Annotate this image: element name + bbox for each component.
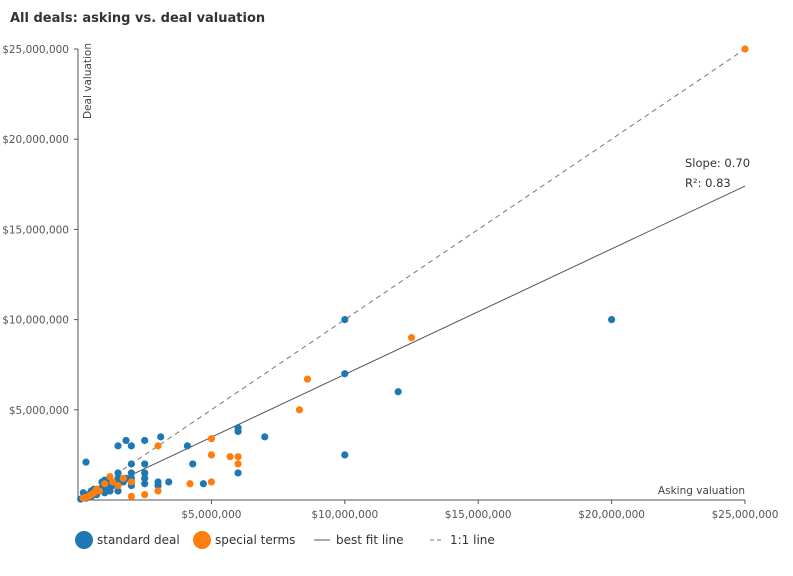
point-standard-deal bbox=[114, 442, 122, 450]
point-special-terms bbox=[303, 375, 312, 383]
point-special-terms bbox=[234, 453, 242, 461]
y-tick-label: $25,000,000 bbox=[2, 44, 69, 56]
point-standard-deal bbox=[127, 442, 135, 450]
x-tick-label: $10,000,000 bbox=[311, 509, 378, 521]
point-special-terms bbox=[207, 451, 215, 459]
point-standard-deal bbox=[141, 480, 149, 488]
point-standard-deal bbox=[122, 436, 130, 445]
legend: standard deal special terms best fit lin… bbox=[75, 531, 495, 549]
point-standard-deal bbox=[154, 481, 162, 490]
point-special-terms bbox=[127, 492, 135, 500]
chart-title: All deals: asking vs. deal valuation bbox=[10, 11, 266, 26]
point-standard-deal bbox=[114, 487, 122, 495]
y-tick-label: $20,000,000 bbox=[2, 134, 69, 146]
point-standard-deal bbox=[394, 388, 402, 396]
y-tick-label: $10,000,000 bbox=[2, 315, 69, 327]
identity-line bbox=[77, 48, 746, 501]
r2-annotation: R²: 0.83 bbox=[685, 176, 731, 190]
point-special-terms bbox=[207, 478, 215, 486]
point-special-terms bbox=[154, 487, 162, 495]
point-standard-deal bbox=[189, 460, 197, 468]
point-standard-deal bbox=[183, 442, 191, 450]
data-points bbox=[77, 45, 749, 503]
point-standard-deal bbox=[234, 469, 242, 477]
best-fit-line bbox=[77, 185, 746, 501]
x-tick-label: $15,000,000 bbox=[445, 509, 512, 521]
slope-annotation: Slope: 0.70 bbox=[685, 156, 750, 170]
point-standard-deal bbox=[165, 478, 173, 486]
legend-label-standard-deal: standard deal bbox=[97, 533, 180, 547]
point-special-terms bbox=[106, 472, 114, 481]
point-standard-deal bbox=[261, 433, 269, 441]
point-special-terms bbox=[79, 494, 87, 502]
point-special-terms bbox=[154, 442, 162, 450]
reference-lines bbox=[77, 48, 746, 501]
point-standard-deal bbox=[127, 460, 135, 468]
legend-marker-standard-deal bbox=[75, 531, 93, 549]
y-tick-label: $15,000,000 bbox=[2, 224, 69, 236]
point-standard-deal bbox=[141, 436, 149, 445]
point-special-terms bbox=[101, 480, 109, 488]
y-tick-label: $5,000,000 bbox=[9, 405, 69, 417]
point-special-terms bbox=[141, 490, 149, 499]
axes bbox=[77, 49, 745, 501]
legend-label-special-terms: special terms bbox=[215, 533, 295, 547]
point-standard-deal bbox=[157, 433, 165, 441]
legend-label-best-fit-line: best fit line bbox=[336, 533, 404, 547]
point-special-terms bbox=[207, 435, 215, 443]
legend-label-identity-line: 1:1 line bbox=[450, 533, 495, 547]
point-standard-deal bbox=[234, 427, 242, 436]
point-special-terms bbox=[226, 453, 234, 461]
legend-marker-special-terms bbox=[193, 531, 211, 549]
point-standard-deal bbox=[141, 474, 149, 482]
x-tick-label: $25,000,000 bbox=[712, 509, 779, 521]
point-standard-deal bbox=[141, 469, 149, 477]
x-tick-label: $5,000,000 bbox=[181, 509, 241, 521]
point-standard-deal bbox=[82, 458, 90, 466]
point-special-terms bbox=[119, 474, 127, 482]
y-ticks: $5,000,000 $10,000,000 $15,000,000 $20,000,… bbox=[2, 44, 78, 417]
point-standard-deal bbox=[199, 480, 207, 488]
point-standard-deal bbox=[141, 460, 149, 468]
x-ticks: $5,000,000 $10,000,000 $15,000,000 $20,000,… bbox=[181, 500, 778, 521]
point-standard-deal bbox=[608, 316, 616, 324]
y-axis-label: Deal valuation bbox=[82, 43, 94, 119]
point-special-terms bbox=[114, 481, 122, 490]
point-standard-deal bbox=[341, 451, 349, 459]
x-tick-label: $20,000,000 bbox=[578, 509, 645, 521]
point-special-terms bbox=[407, 334, 416, 342]
point-standard-deal bbox=[341, 316, 349, 324]
point-standard-deal bbox=[341, 370, 349, 378]
point-special-terms bbox=[186, 480, 194, 488]
point-special-terms bbox=[295, 406, 304, 414]
point-special-terms bbox=[109, 478, 117, 486]
x-axis-label: Asking valuation bbox=[658, 485, 745, 497]
point-standard-deal bbox=[127, 469, 135, 477]
point-special-terms bbox=[127, 478, 135, 486]
point-special-terms bbox=[234, 460, 242, 468]
point-standard-deal bbox=[114, 469, 122, 477]
point-special-terms bbox=[741, 45, 749, 53]
